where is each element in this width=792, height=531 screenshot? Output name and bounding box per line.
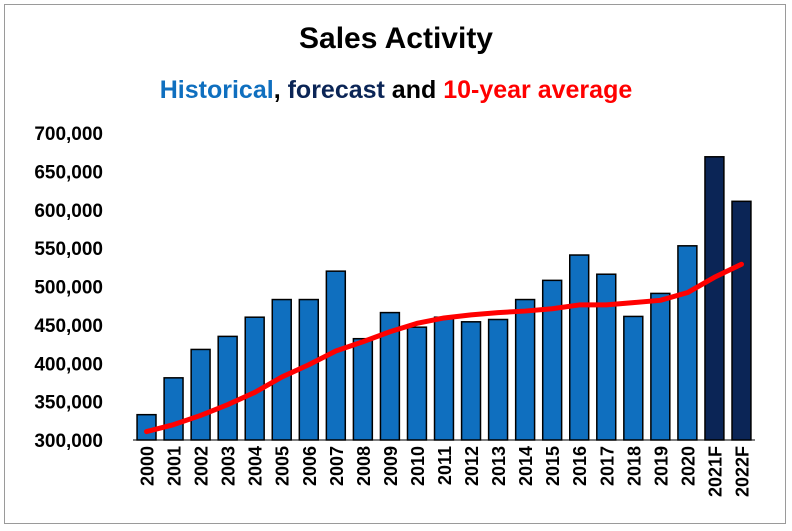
y-tick-label: 400,000 xyxy=(34,354,103,375)
bar-forecast xyxy=(704,156,725,441)
bar-historical xyxy=(541,279,563,441)
subtitle-forecast: forecast xyxy=(287,76,385,104)
x-tick-label: 2018 xyxy=(624,446,644,486)
y-tick-label: 450,000 xyxy=(34,316,103,337)
bar-historical xyxy=(650,292,671,441)
x-tick-label: 2002 xyxy=(192,446,212,486)
y-tick-label: 300,000 xyxy=(34,431,103,452)
bar-historical xyxy=(217,335,238,441)
x-tick-label: 2020 xyxy=(678,446,698,486)
bar-forecast xyxy=(731,200,752,441)
x-tick-label: 2016 xyxy=(570,446,590,486)
bar-historical xyxy=(569,254,590,441)
x-tick-label: 2010 xyxy=(408,446,428,486)
x-tick-label: 2000 xyxy=(138,446,158,486)
bar-historical xyxy=(163,377,184,441)
x-tick-label: 2011 xyxy=(435,446,455,485)
x-tick-label: 2005 xyxy=(273,446,293,486)
y-tick-label: 350,000 xyxy=(34,393,103,414)
x-tick-label: 2009 xyxy=(381,446,401,486)
bar-historical xyxy=(514,298,536,441)
y-tick-label: 500,000 xyxy=(34,278,103,299)
bar-historical xyxy=(596,273,617,441)
x-tick-label: 2004 xyxy=(246,446,266,486)
x-tick-label: 2007 xyxy=(327,446,347,486)
subtitle-and: and xyxy=(384,76,444,104)
bar-historical xyxy=(352,337,374,441)
bar-historical xyxy=(677,245,698,441)
bar-historical xyxy=(433,316,455,441)
y-tick-label: 700,000 xyxy=(34,124,103,145)
x-tick-label: 2006 xyxy=(300,446,320,486)
x-tick-label: 2008 xyxy=(354,446,374,486)
x-tick-label: 2017 xyxy=(597,446,617,486)
chart-title: Sales Activity xyxy=(299,22,493,55)
x-tick-label: 2013 xyxy=(489,446,509,486)
x-tick-label: 2021F xyxy=(705,446,725,497)
x-tick-label: 2019 xyxy=(651,446,671,486)
bar-historical xyxy=(406,326,428,441)
y-tick-label: 600,000 xyxy=(34,201,103,222)
x-tick-label: 2022F xyxy=(732,446,752,497)
x-tick-label: 2001 xyxy=(165,446,185,486)
subtitle-historical: Historical xyxy=(159,76,274,104)
bar-historical xyxy=(271,298,292,441)
x-tick-label: 2003 xyxy=(219,446,239,486)
x-tick-label: 2012 xyxy=(462,446,482,486)
x-tick-label: 2015 xyxy=(543,446,563,486)
bar-historical xyxy=(244,316,265,441)
bar-historical xyxy=(623,315,644,441)
subtitle-average: 10-year average xyxy=(443,76,633,104)
bar-historical xyxy=(487,318,509,441)
y-tick-label: 650,000 xyxy=(34,162,103,183)
y-tick-label: 550,000 xyxy=(34,239,103,260)
x-tick-label: 2014 xyxy=(516,446,536,486)
subtitle-separator: , xyxy=(273,76,288,104)
bar-historical xyxy=(460,321,482,441)
bar-historical xyxy=(190,348,211,441)
chart-subtitle: Historical, forecast and 10-year average xyxy=(0,76,792,105)
average-line xyxy=(144,261,744,435)
